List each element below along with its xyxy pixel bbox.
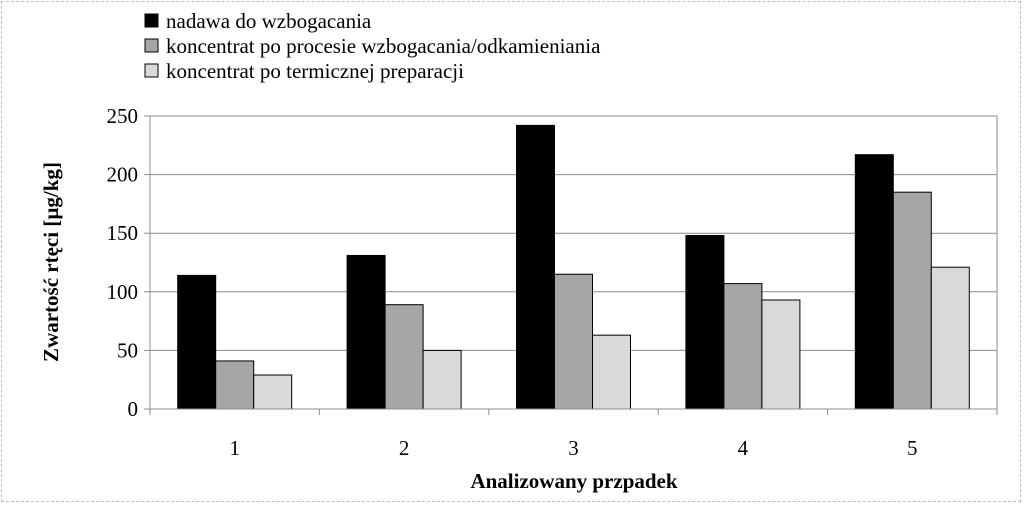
y-tick-label: 0 [128,397,139,421]
y-axis-title: Zwartość rtęci [µg/kg] [39,162,63,362]
bar-1-3 [516,124,555,410]
bar-2-4 [723,283,763,410]
bar-3-5 [930,266,970,410]
bar-3-1 [253,374,293,410]
bar-1-5 [854,154,894,410]
y-tick-label: 150 [107,221,139,245]
bar-2-2 [384,304,424,410]
bar-1-1 [177,274,217,410]
x-tick-label: 1 [229,436,240,460]
bar-2-3 [554,273,593,410]
y-tick-label: 100 [107,280,139,304]
y-tick-label: 250 [107,104,139,128]
x-tick-label: 4 [738,436,749,460]
bar-3-3 [592,334,631,410]
legend-swatch [144,63,159,78]
y-tick-label: 200 [107,163,139,187]
bar-2-1 [215,360,255,410]
y-tick-labels: 0 50 100 150 200 250 [107,104,139,421]
plot-area-border [149,115,998,410]
x-tick-label: 2 [399,436,410,460]
bar-3-2 [422,349,462,410]
bars [177,124,970,410]
x-tick-label: 5 [907,436,918,460]
bar-3-4 [761,299,801,410]
bar-1-4 [685,235,725,410]
legend-label: koncentrat po termicznej preparacji [166,59,464,83]
bar-2-5 [892,191,932,410]
legend-label: koncentrat po procesie wzbogacania/odkam… [166,34,601,58]
legend-swatch [144,38,159,53]
legend-label: nadawa do wzbogacania [166,9,372,33]
axes [144,115,998,415]
y-tick-label: 50 [117,338,138,362]
legend-swatch [144,13,159,28]
bar-1-2 [346,254,386,410]
x-tick-labels: 1 2 3 4 5 [229,436,917,460]
x-tick-label: 3 [568,436,579,460]
x-axis-title: Analizowany przpadek [470,469,677,493]
